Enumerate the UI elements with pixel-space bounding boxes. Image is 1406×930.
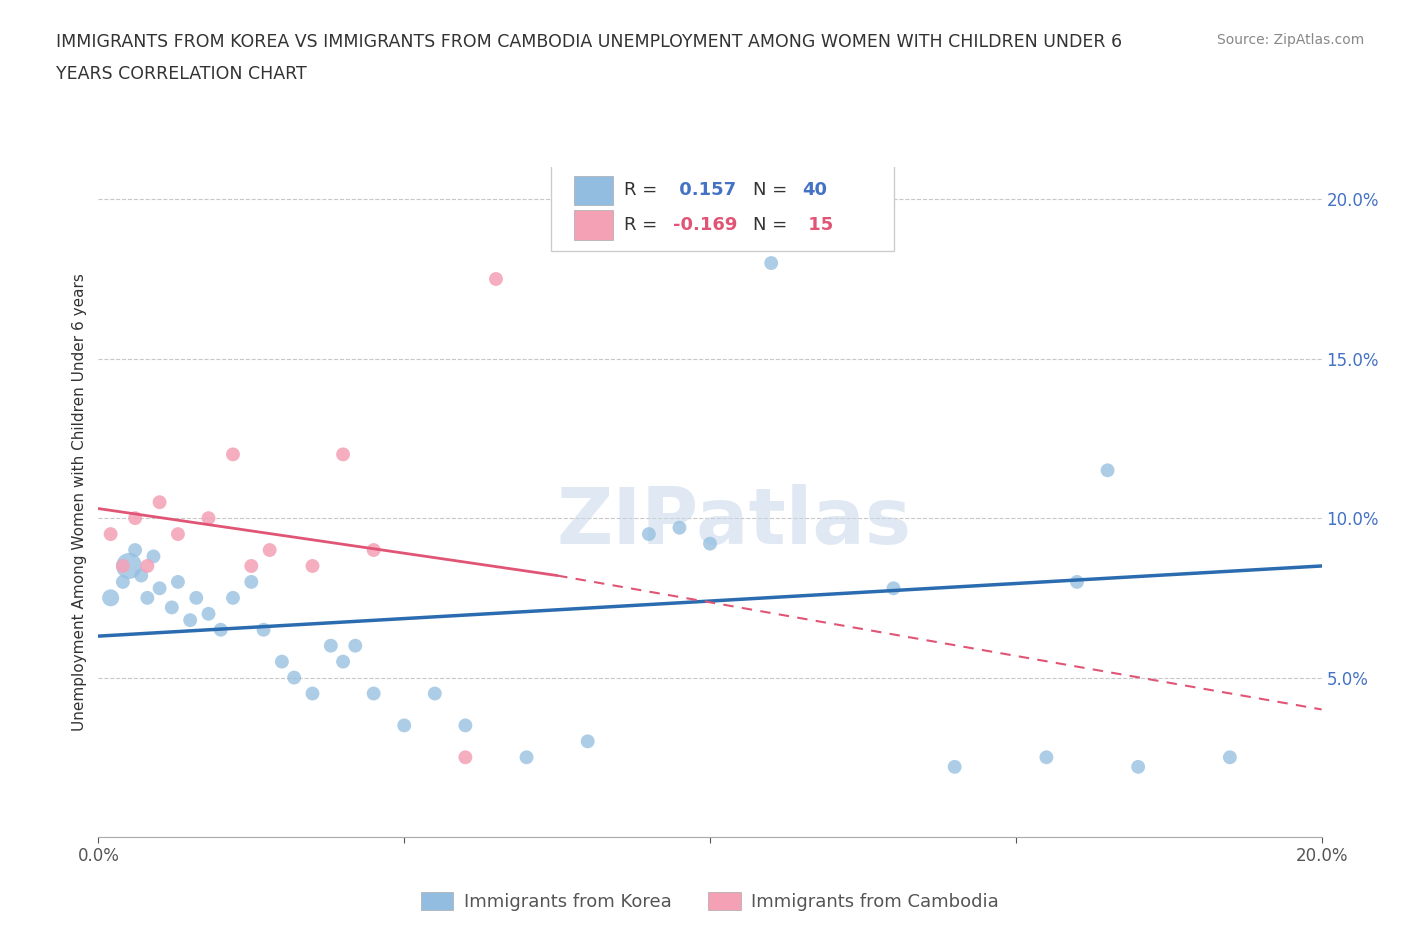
Point bbox=[454, 718, 477, 733]
Point bbox=[186, 591, 208, 605]
Point bbox=[222, 591, 245, 605]
Point bbox=[668, 520, 690, 535]
Point bbox=[100, 526, 122, 541]
Text: 15: 15 bbox=[801, 216, 832, 234]
Point bbox=[943, 760, 966, 775]
Point bbox=[301, 686, 323, 701]
Point bbox=[197, 606, 219, 621]
Point bbox=[1097, 463, 1119, 478]
Point bbox=[1219, 750, 1241, 764]
Point bbox=[167, 526, 190, 541]
Point bbox=[111, 575, 134, 590]
Point bbox=[149, 581, 172, 596]
Point bbox=[1128, 760, 1150, 775]
Text: YEARS CORRELATION CHART: YEARS CORRELATION CHART bbox=[56, 65, 307, 83]
Point bbox=[167, 575, 190, 590]
Point bbox=[124, 511, 146, 525]
Point bbox=[270, 654, 292, 669]
Point bbox=[363, 686, 385, 701]
Y-axis label: Unemployment Among Women with Children Under 6 years: Unemployment Among Women with Children U… bbox=[72, 273, 87, 731]
Legend: Immigrants from Korea, Immigrants from Cambodia: Immigrants from Korea, Immigrants from C… bbox=[413, 884, 1007, 918]
Point bbox=[1035, 750, 1057, 764]
Point bbox=[883, 581, 905, 596]
FancyBboxPatch shape bbox=[574, 176, 613, 206]
Point bbox=[240, 559, 263, 574]
Point bbox=[392, 718, 416, 733]
Point bbox=[319, 638, 342, 653]
Text: ZIPatlas: ZIPatlas bbox=[557, 485, 912, 560]
Text: 0.157: 0.157 bbox=[673, 181, 737, 199]
Point bbox=[332, 654, 354, 669]
Text: N =: N = bbox=[752, 181, 787, 199]
Point bbox=[111, 559, 134, 574]
FancyBboxPatch shape bbox=[551, 161, 894, 251]
Point bbox=[259, 542, 281, 557]
Point bbox=[100, 591, 122, 605]
Point bbox=[129, 568, 152, 583]
Point bbox=[637, 526, 661, 541]
Point bbox=[222, 447, 245, 462]
Point bbox=[699, 537, 721, 551]
Point bbox=[454, 750, 477, 764]
Text: R =: R = bbox=[624, 216, 658, 234]
Point bbox=[423, 686, 446, 701]
Point bbox=[240, 575, 263, 590]
FancyBboxPatch shape bbox=[574, 210, 613, 240]
Point bbox=[149, 495, 172, 510]
Point bbox=[363, 542, 385, 557]
Point bbox=[344, 638, 367, 653]
Text: Source: ZipAtlas.com: Source: ZipAtlas.com bbox=[1216, 33, 1364, 46]
Point bbox=[332, 447, 354, 462]
Point bbox=[1066, 575, 1088, 590]
Point bbox=[136, 591, 159, 605]
Text: N =: N = bbox=[752, 216, 787, 234]
Point bbox=[136, 559, 159, 574]
Text: IMMIGRANTS FROM KOREA VS IMMIGRANTS FROM CAMBODIA UNEMPLOYMENT AMONG WOMEN WITH : IMMIGRANTS FROM KOREA VS IMMIGRANTS FROM… bbox=[56, 33, 1122, 50]
Point bbox=[301, 559, 323, 574]
Point bbox=[516, 750, 538, 764]
Point bbox=[209, 622, 232, 637]
Point bbox=[485, 272, 508, 286]
Text: 40: 40 bbox=[801, 181, 827, 199]
Point bbox=[160, 600, 183, 615]
Point bbox=[576, 734, 599, 749]
Text: -0.169: -0.169 bbox=[673, 216, 738, 234]
Point bbox=[179, 613, 201, 628]
Point bbox=[142, 549, 165, 564]
Point bbox=[252, 622, 274, 637]
Point bbox=[118, 559, 141, 574]
Point bbox=[197, 511, 219, 525]
Point bbox=[283, 671, 305, 685]
Point bbox=[759, 256, 782, 271]
Text: R =: R = bbox=[624, 181, 658, 199]
Point bbox=[124, 542, 146, 557]
